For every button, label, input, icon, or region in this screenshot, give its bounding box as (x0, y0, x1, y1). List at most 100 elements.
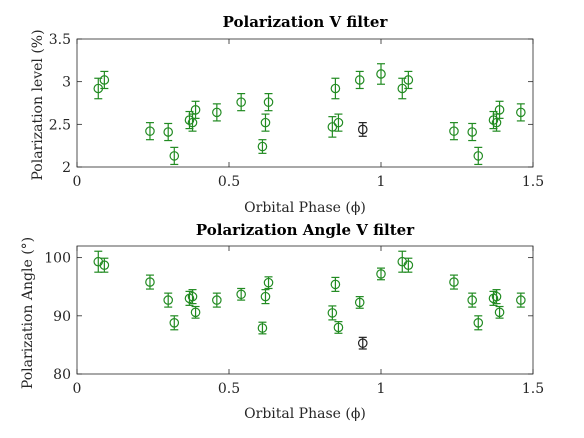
marker-circle (467, 127, 477, 137)
marker-circle (516, 107, 526, 118)
marker-circle (357, 338, 368, 348)
data-point (263, 276, 274, 290)
data-point (376, 267, 386, 281)
y-axis-label: Polarization level (%) (30, 29, 46, 180)
data-point (260, 113, 271, 132)
marker-circle (327, 308, 338, 318)
marker-circle (494, 307, 505, 318)
marker-circle (145, 126, 155, 136)
marker-circle (330, 279, 341, 290)
data-point (145, 122, 155, 141)
marker-circle (184, 115, 195, 125)
data-point (190, 305, 201, 319)
marker-circle (169, 151, 180, 161)
data-point (494, 100, 505, 119)
data-point (333, 113, 344, 132)
data-point (354, 296, 365, 309)
data-point (212, 292, 222, 308)
data-point (494, 305, 505, 319)
marker-circle (263, 277, 274, 288)
marker-circle (473, 151, 484, 161)
marker-circle (190, 105, 201, 115)
marker-circle (260, 117, 271, 128)
marker-circle (263, 97, 274, 107)
data-point (330, 77, 341, 100)
data-point (354, 70, 365, 90)
data-point (357, 122, 368, 137)
marker-circle (354, 75, 365, 85)
data-point (260, 289, 271, 305)
data-point (99, 70, 110, 90)
marker-circle (403, 75, 414, 85)
data-point (257, 139, 268, 154)
x-tick-label: 1.5 (522, 381, 544, 397)
y-tick-label: 2 (62, 160, 71, 176)
marker-circle (257, 141, 268, 152)
data-point (491, 289, 502, 305)
marker-circle (333, 322, 344, 333)
x-tick-label: 0 (73, 174, 82, 190)
y-tick-label: 100 (44, 251, 71, 267)
data-point (169, 146, 180, 166)
chart-title: Polarization V filter (223, 13, 389, 31)
data-point (236, 93, 246, 112)
marker-circle (516, 295, 526, 305)
marker-circle (488, 115, 499, 125)
marker-circle (260, 291, 271, 302)
marker-circle (494, 105, 505, 115)
marker-circle (236, 289, 246, 300)
data-point (473, 315, 484, 331)
plot-frame (76, 245, 534, 375)
chart-polarization-angle: Polarization Angle V filter Polarization… (20, 221, 544, 422)
data-point (169, 315, 180, 331)
data-point (212, 103, 222, 122)
data-point (163, 122, 173, 142)
data-point (467, 122, 477, 142)
y-tick-label: 3 (62, 75, 71, 91)
marker-circle (99, 260, 110, 270)
y-axis-label: Polarization Angle (°) (20, 237, 36, 389)
data-point (257, 321, 268, 335)
data-points (93, 63, 526, 166)
data-point (516, 292, 526, 308)
marker-circle (212, 107, 222, 118)
marker-circle (163, 127, 173, 137)
data-point (327, 116, 338, 138)
data-points (93, 250, 526, 350)
marker-circle (257, 323, 268, 333)
x-axis-label: Orbital Phase (ϕ) (244, 200, 366, 216)
marker-circle (333, 117, 344, 128)
data-point (473, 146, 484, 166)
data-point (330, 276, 341, 292)
y-tick-label: 3.5 (49, 32, 71, 48)
marker-circle (187, 291, 198, 302)
x-tick-label: 1.5 (522, 174, 544, 190)
data-point (99, 257, 110, 273)
marker-circle (354, 297, 365, 308)
data-point (327, 305, 338, 321)
axis-ticks: 0 0.5 1 1.5 2 2.5 3 3.5 (49, 32, 544, 190)
y-tick-label: 80 (53, 367, 71, 383)
data-point (333, 321, 344, 334)
x-tick-label: 0.5 (218, 381, 240, 397)
x-tick-label: 0 (73, 381, 82, 397)
marker-circle (467, 295, 477, 305)
marker-circle (99, 75, 110, 85)
plot-frame (76, 38, 534, 168)
marker-circle (190, 307, 201, 318)
marker-circle (473, 317, 484, 328)
data-point (187, 289, 198, 305)
data-point (190, 100, 201, 119)
data-point (449, 274, 459, 290)
marker-circle (357, 124, 368, 135)
chart-title: Polarization Angle V filter (196, 221, 415, 239)
marker-circle (491, 291, 502, 302)
x-tick-label: 1 (377, 174, 386, 190)
x-axis-label: Orbital Phase (ϕ) (244, 406, 366, 422)
data-point (516, 103, 526, 122)
marker-circle (449, 277, 459, 287)
x-tick-label: 1 (377, 381, 386, 397)
marker-circle (403, 260, 414, 270)
data-point (163, 292, 173, 308)
